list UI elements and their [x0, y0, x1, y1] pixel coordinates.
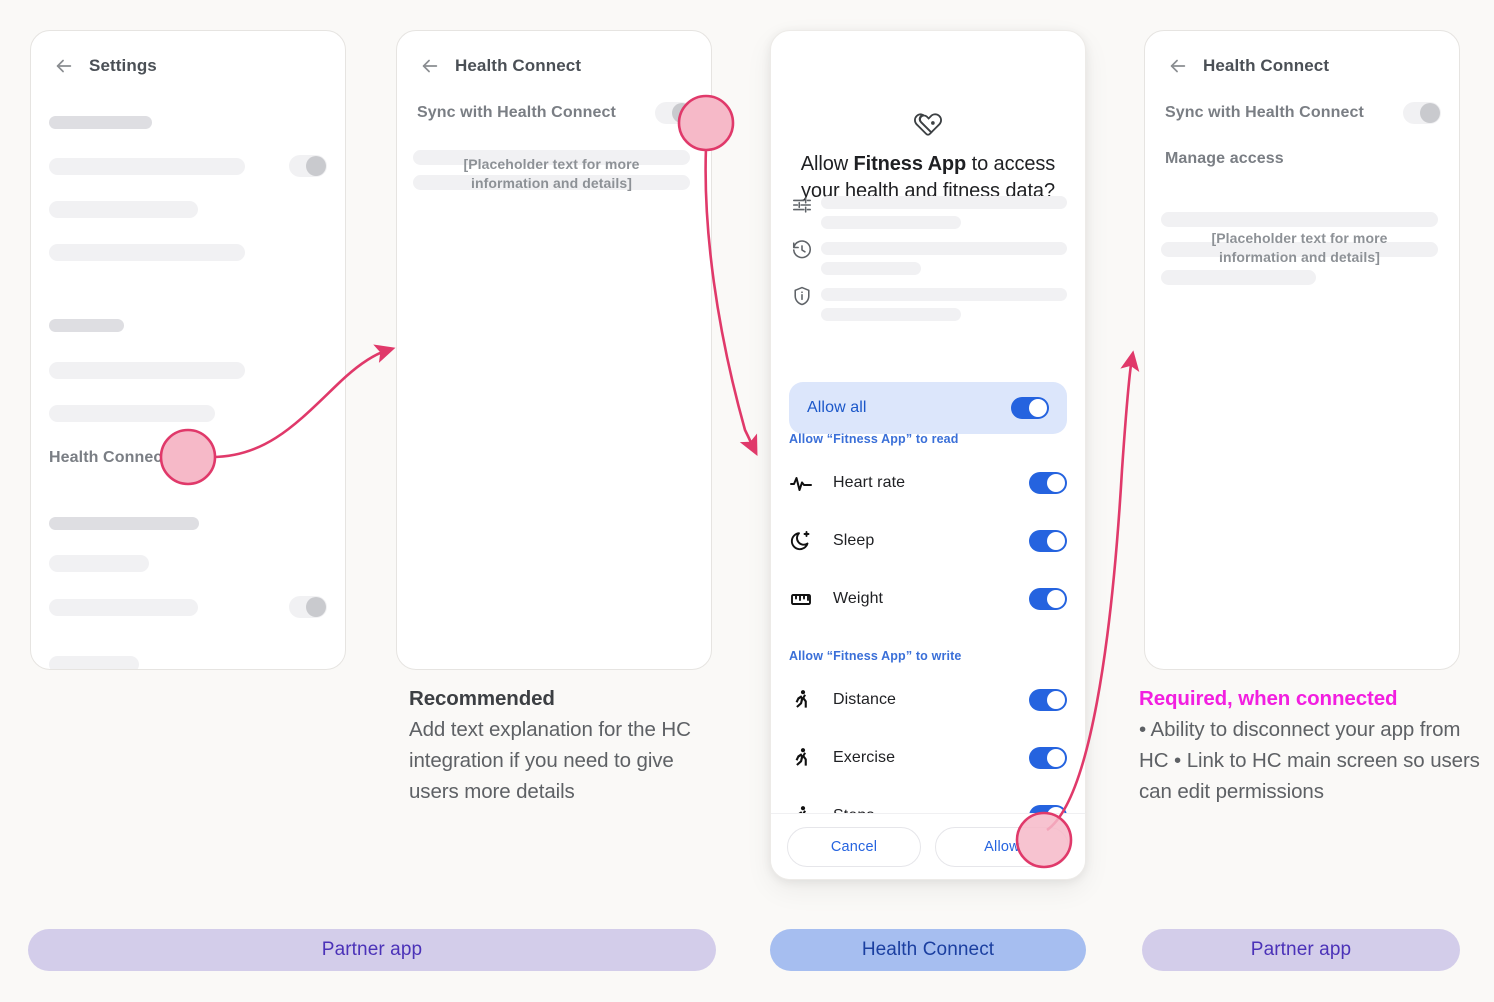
permission-toggle[interactable] — [1029, 689, 1067, 711]
legend-pill-health-connect: Health Connect — [770, 929, 1086, 971]
phone-panel-health-connect-dialog: Allow Fitness App to access your health … — [770, 30, 1086, 880]
permission-row[interactable]: Distance — [789, 686, 1067, 714]
weight-scale-icon — [791, 594, 811, 605]
skeleton-bar — [49, 158, 245, 175]
skeleton-bar — [413, 175, 690, 190]
running-person-icon — [795, 748, 807, 766]
note-required-bullet-2: • Link to HC main screen so users can ed… — [1139, 749, 1480, 803]
sleep-moon-icon — [790, 531, 810, 551]
back-arrow-icon[interactable] — [1167, 55, 1189, 77]
skeleton-bar — [821, 308, 961, 321]
title-prefix: Allow — [800, 153, 854, 175]
back-arrow-icon[interactable] — [419, 55, 441, 77]
skeleton-bar — [1161, 270, 1316, 285]
settings-title: Settings — [89, 56, 157, 75]
placeholder-line-1: [Placeholder text for more — [1211, 230, 1388, 246]
placeholder-text: [Placeholder text for more information a… — [413, 155, 690, 193]
permission-toggle[interactable] — [1029, 588, 1067, 610]
settings-header: Settings — [31, 31, 345, 77]
allow-button[interactable]: Allow — [935, 826, 1069, 867]
skeleton-bar — [821, 216, 961, 229]
back-arrow-icon[interactable] — [53, 55, 75, 77]
sync-toggle[interactable] — [1403, 102, 1441, 124]
allow-all-row[interactable]: Allow all — [789, 382, 1067, 434]
sync-with-health-connect-label: Sync with Health Connect — [1165, 104, 1364, 121]
skeleton-bar — [49, 362, 245, 379]
skeleton-bar — [49, 405, 215, 422]
phone-panel-partner-hc-after: Health Connect Sync with Health Connect … — [1144, 30, 1460, 670]
permission-label: Sleep — [833, 532, 875, 549]
heart-rate-waveform-icon — [790, 477, 812, 491]
legend-pill-partner-app-left: Partner app — [28, 929, 716, 971]
sync-toggle[interactable] — [655, 102, 693, 124]
skeleton-bar — [49, 656, 139, 669]
skeleton-bar — [413, 150, 690, 165]
allow-all-label: Allow all — [807, 399, 867, 416]
permission-label: Heart rate — [833, 474, 906, 491]
note-recommended-heading: Recommended — [409, 687, 555, 710]
skeleton-bar — [49, 201, 198, 218]
hc-before-title: Health Connect — [455, 56, 582, 75]
permission-label: Weight — [833, 590, 884, 607]
settings-row-health-connect[interactable]: Health Connect — [49, 449, 168, 466]
placeholder-line-2: information and details] — [470, 175, 633, 191]
phone-panel-settings: Settings Health Connect — [30, 30, 346, 670]
permission-label: Exercise — [833, 749, 896, 766]
skeleton-bar — [49, 555, 149, 572]
permission-row[interactable]: Heart rate — [789, 469, 1067, 497]
note-recommended: Recommended Add text explanation for the… — [409, 683, 709, 807]
permission-row[interactable]: Exercise — [789, 744, 1067, 772]
permission-row[interactable]: Sleep — [789, 527, 1067, 555]
skeleton-bar — [821, 242, 1067, 255]
skeleton-bar — [821, 196, 1067, 209]
skeleton-bar — [821, 288, 1067, 301]
hc-after-title: Health Connect — [1203, 56, 1330, 75]
skeleton-bar — [49, 244, 245, 261]
skeleton-bar — [49, 517, 199, 530]
skeleton-bar — [49, 319, 124, 332]
permission-toggle[interactable] — [1029, 747, 1067, 769]
skeleton-bar — [1161, 242, 1438, 257]
history-clock-icon — [792, 240, 811, 259]
skeleton-bar — [49, 599, 198, 616]
manage-access-label[interactable]: Manage access — [1165, 150, 1284, 167]
placeholder-text: [Placeholder text for more information a… — [1161, 229, 1438, 267]
note-required-heading: Required, when connected — [1139, 687, 1398, 710]
skeleton-bar — [49, 116, 152, 129]
tune-sliders-icon — [792, 197, 812, 213]
settings-toggle-2[interactable] — [289, 596, 327, 618]
skeleton-bar — [821, 262, 921, 275]
write-section-header: Allow “Fitness App” to write — [789, 649, 962, 663]
skeleton-bar — [1161, 212, 1438, 227]
permission-label: Distance — [833, 691, 897, 708]
title-suffix: to access — [966, 153, 1056, 175]
cancel-button[interactable]: Cancel — [787, 826, 921, 867]
permission-row[interactable]: Weight — [789, 585, 1067, 613]
permission-toggle[interactable] — [1029, 472, 1067, 494]
placeholder-line-1: [Placeholder text for more — [463, 156, 640, 172]
shield-info-icon — [794, 286, 810, 306]
read-section-header: Allow “Fitness App” to read — [789, 432, 959, 446]
note-required: Required, when connected • Ability to di… — [1139, 683, 1484, 807]
hc-before-header: Health Connect — [397, 31, 711, 77]
legend-pill-partner-app-right: Partner app — [1142, 929, 1460, 971]
settings-toggle-1[interactable] — [289, 155, 327, 177]
dialog-action-bar: Cancel Allow — [771, 813, 1085, 879]
running-person-icon — [795, 690, 807, 708]
hc-after-header: Health Connect — [1145, 31, 1459, 77]
phone-panel-partner-hc-before: Health Connect Sync with Health Connect … — [396, 30, 712, 670]
health-connect-logo-icon — [914, 113, 942, 136]
allow-all-toggle[interactable] — [1011, 397, 1049, 419]
title-app-name: Fitness App — [853, 153, 967, 175]
note-required-bullet-1: • Ability to disconnect your app from HC — [1139, 718, 1461, 772]
placeholder-line-2: information and details] — [1218, 249, 1381, 265]
sync-with-health-connect-label: Sync with Health Connect — [417, 104, 616, 121]
note-recommended-body: Add text explanation for the HC integrat… — [409, 718, 691, 803]
permission-toggle[interactable] — [1029, 530, 1067, 552]
